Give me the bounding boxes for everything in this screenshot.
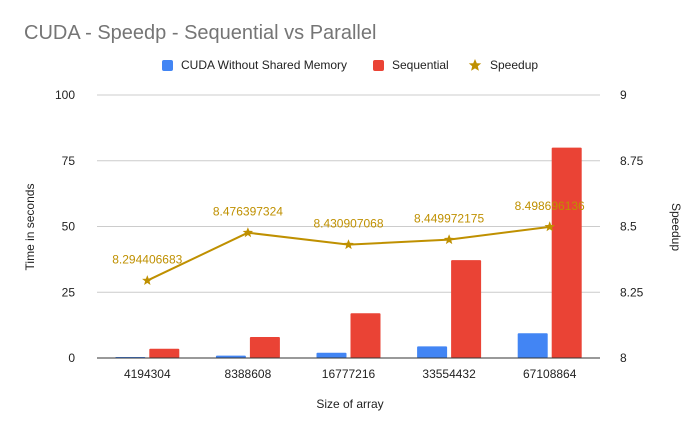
speedup-line	[146, 225, 550, 282]
bar-sequential	[451, 260, 482, 358]
y-tick-label: 25	[62, 285, 76, 299]
speedup-point	[343, 239, 354, 250]
x-tick-label: 16777216	[322, 367, 376, 381]
bar-sequential	[249, 336, 280, 358]
x-tick-label: 8388608	[225, 367, 272, 381]
speedup-point	[544, 221, 555, 232]
bar-cuda	[316, 352, 347, 358]
y-tick-label: 100	[55, 88, 75, 102]
legend: CUDA Without Shared Memory Sequential Sp…	[0, 58, 700, 78]
y2-axis-title: Speedup	[669, 203, 683, 251]
legend-item-cuda[interactable]: CUDA Without Shared Memory	[162, 58, 347, 72]
speedup-point	[242, 227, 254, 238]
y2-tick-label: 8.25	[620, 285, 644, 299]
y2-tick-label: 8	[620, 351, 627, 365]
speedup-data-label: 8.476397324	[213, 205, 283, 219]
legend-item-speedup[interactable]: Speedup	[468, 58, 538, 72]
y-tick-label: 0	[68, 351, 75, 365]
speedup-point	[443, 234, 455, 245]
x-tick-label: 67108864	[523, 367, 577, 381]
speedup-data-label: 8.449972175	[414, 212, 484, 226]
y-tick-label: 50	[62, 220, 76, 234]
legend-label-cuda: CUDA Without Shared Memory	[181, 58, 348, 72]
speedup-data-label: 8.294406683	[112, 253, 182, 267]
y2-tick-label: 8.5	[620, 220, 637, 234]
legend-swatch-cuda	[162, 59, 173, 71]
y-tick-label: 75	[62, 154, 76, 168]
speedup-data-label: 8.498696136	[515, 199, 585, 213]
x-tick-label: 4194304	[124, 367, 171, 381]
y2-tick-label: 9	[620, 88, 627, 102]
legend-swatch-sequential	[373, 59, 384, 71]
x-axis-title: Size of array	[316, 397, 383, 411]
bar-cuda	[417, 346, 448, 358]
legend-label-speedup: Speedup	[490, 58, 539, 72]
speedup-data-label: 8.430907068	[313, 217, 383, 231]
chart-title: CUDA - Speedp - Sequential vs Parallel	[24, 22, 377, 44]
bar-cuda	[517, 333, 548, 358]
bar-sequential	[149, 348, 180, 358]
speedup-point	[142, 275, 153, 285]
x-tick-label: 33554432	[422, 367, 476, 381]
y2-tick-label: 8.75	[620, 154, 644, 168]
legend-label-sequential: Sequential	[392, 58, 449, 72]
y-axis-title: Time in seconds	[23, 184, 37, 271]
bar-sequential	[551, 147, 582, 358]
bar-sequential	[350, 313, 381, 358]
bar-cuda	[215, 355, 246, 358]
star-icon	[468, 59, 482, 71]
legend-item-sequential[interactable]: Sequential	[373, 58, 449, 72]
